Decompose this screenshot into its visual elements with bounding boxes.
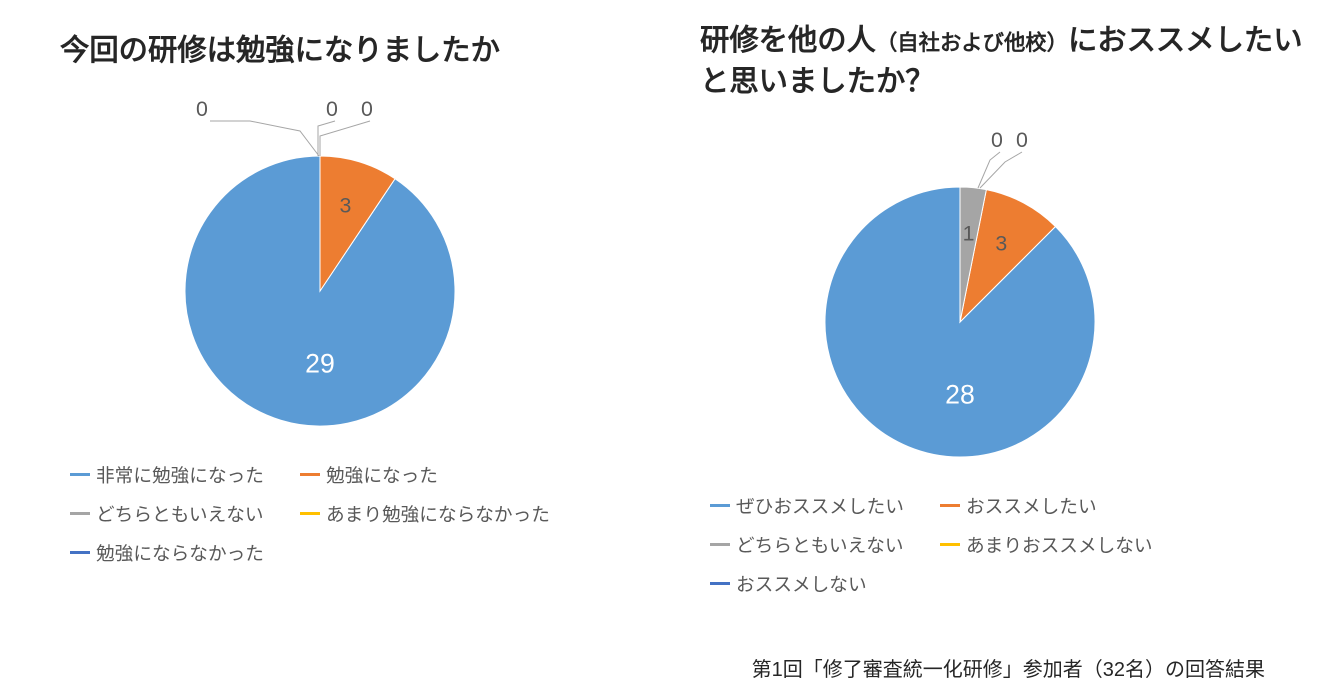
chart2-pie-wrap: 2831 0 0 [760,132,1160,472]
legend-item: おススメしたい [940,492,1140,519]
chart2-title-sub: （自社および他校） [876,31,1068,55]
chart2-title-main: 研修を他の人 [700,24,876,57]
chart-panel-right: 研修を他の人（自社および他校）におススメしたいと思いましたか？ 2831 0 0… [700,20,1320,597]
legend-swatch [710,504,730,507]
chart2-zero-0: 0 [991,128,1003,153]
legend-swatch [710,543,730,546]
footer-text: 第1回「修了審査統一化研修」参加者（32名）の回答結果 [752,653,1265,682]
chart1-legend: 非常に勉強になった 勉強になった どちらともいえない あまり勉強にならなかった … [70,461,590,566]
chart1-zero-2: 0 [361,97,373,122]
legend-item: 非常に勉強になった [70,461,270,488]
legend-item: おススメしない [710,570,910,597]
legend-label: あまり勉強にならなかった [326,500,550,527]
legend-swatch [940,504,960,507]
chart1-leaders [120,101,520,441]
legend-swatch [300,473,320,476]
chart1-pie-wrap: 293 0 0 0 [120,101,520,441]
legend-item: どちらともいえない [70,500,270,527]
legend-item: 勉強になった [300,461,500,488]
legend-swatch [940,543,960,546]
legend-label: どちらともいえない [96,500,264,527]
legend-item: あまりおススメしない [940,531,1153,558]
legend-label: 非常に勉強になった [96,461,264,488]
legend-label: 勉強になった [326,461,438,488]
legend-swatch [300,512,320,515]
chart2-leaders [760,132,1160,472]
chart-panel-left: 今回の研修は勉強になりましたか 293 0 0 0 非常に勉強になった 勉強にな… [60,30,680,566]
legend-label: ぜひおススメしたい [736,492,904,519]
legend-item: 勉強にならなかった [70,539,270,566]
legend-label: どちらともいえない [736,531,904,558]
legend-label: おススメしない [736,570,867,597]
chart1-zero-1: 0 [326,97,338,122]
chart2-title: 研修を他の人（自社および他校）におススメしたいと思いましたか？ [700,20,1320,102]
legend-label: 勉強にならなかった [96,539,264,566]
legend-label: おススメしたい [966,492,1097,519]
legend-label: あまりおススメしない [966,531,1153,558]
legend-item: あまり勉強にならなかった [300,500,550,527]
legend-swatch [70,512,90,515]
chart2-legend: ぜひおススメしたい おススメしたい どちらともいえない あまりおススメしない お… [710,492,1230,597]
chart2-zero-1: 0 [1016,128,1028,153]
legend-item: ぜひおススメしたい [710,492,910,519]
chart1-title: 今回の研修は勉強になりましたか [60,30,680,71]
legend-swatch [710,582,730,585]
legend-item: どちらともいえない [710,531,910,558]
legend-swatch [70,473,90,476]
chart1-zero-0: 0 [196,97,208,122]
legend-swatch [70,551,90,554]
